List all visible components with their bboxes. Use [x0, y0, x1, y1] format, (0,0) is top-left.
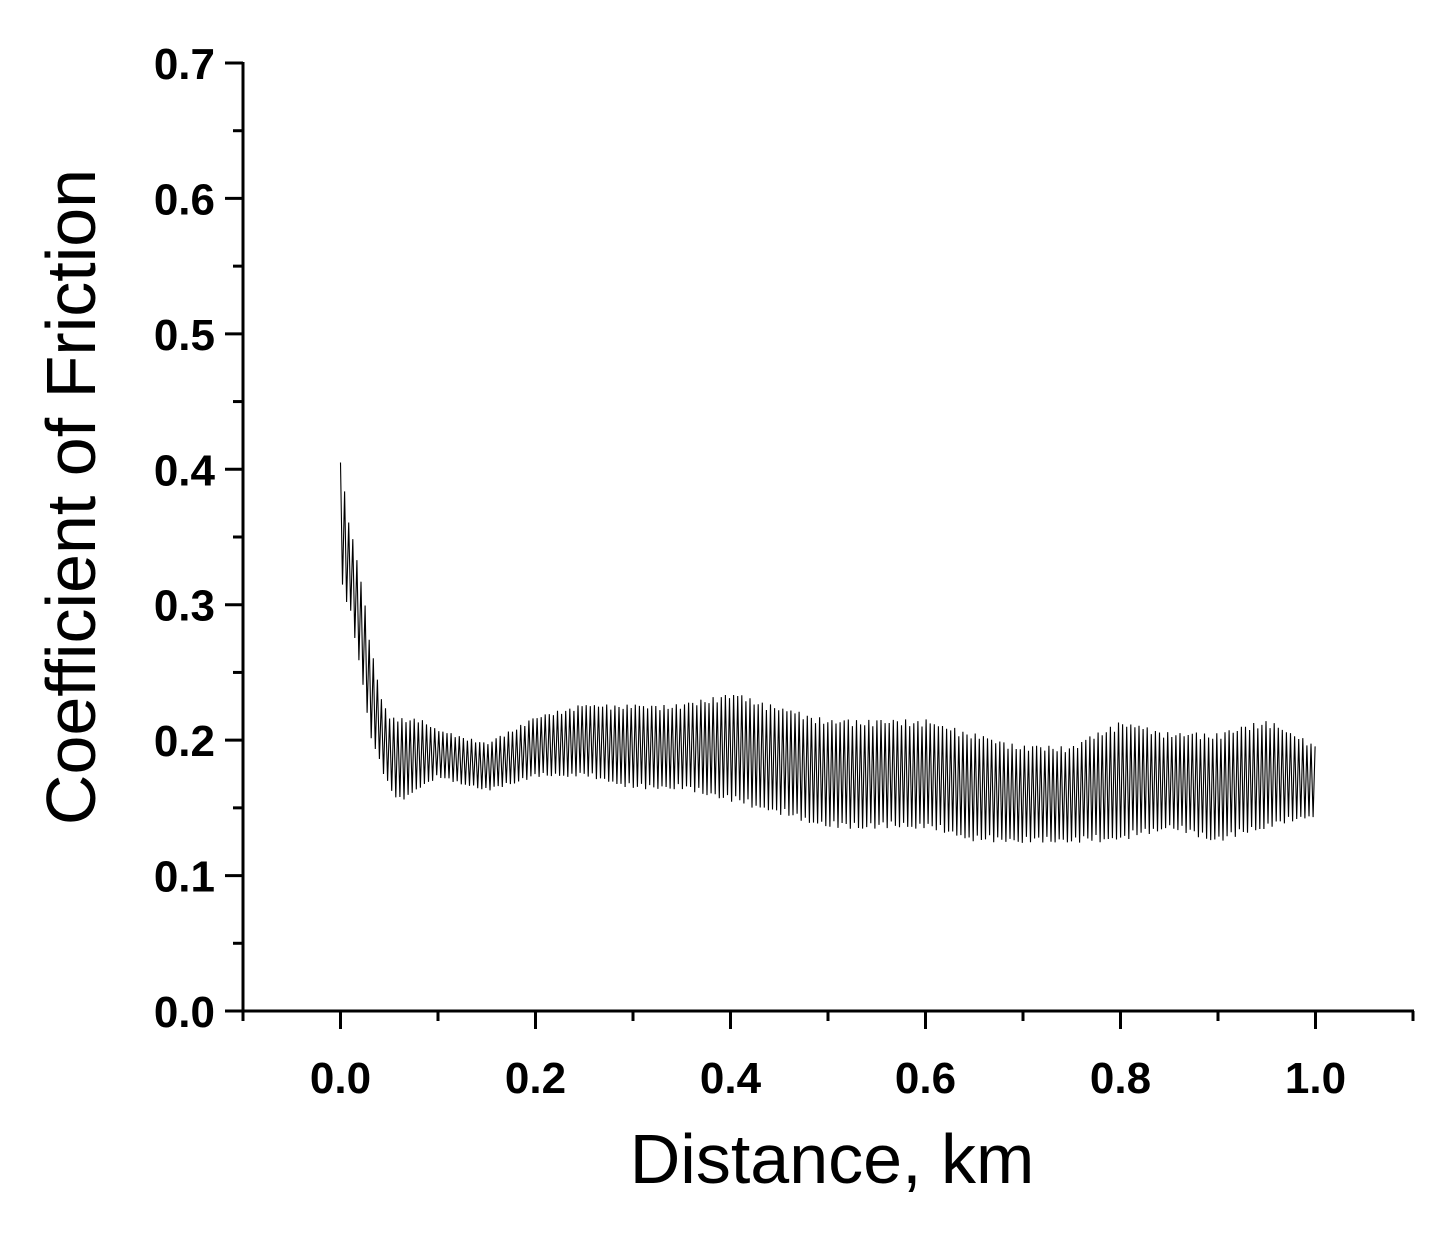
y-axis-title: Coefficient of Friction — [32, 169, 110, 825]
y-tick-label: 0.3 — [154, 582, 215, 631]
y-tick-label: 0.5 — [154, 311, 215, 360]
x-tick-label: 0.6 — [895, 1054, 956, 1103]
y-tick-label: 0.2 — [154, 717, 215, 766]
y-tick-label: 0.0 — [154, 988, 215, 1037]
data-layer — [339, 462, 1316, 843]
x-tick-label: 0.4 — [700, 1054, 762, 1103]
x-tick-label: 0.8 — [1090, 1054, 1151, 1103]
x-tick-label: 0.2 — [505, 1054, 566, 1103]
y-axis-ticks: 0.0 0.1 0.2 0.3 0.4 0.5 0.6 0.7 — [154, 40, 243, 1037]
x-axis-title: Distance, km — [630, 1120, 1035, 1198]
y-tick-label: 0.4 — [154, 446, 216, 495]
y-tick-label: 0.7 — [154, 40, 215, 89]
y-tick-label: 0.6 — [154, 175, 215, 224]
y-tick-label: 0.1 — [154, 853, 215, 902]
x-tick-label: 0.0 — [310, 1054, 371, 1103]
series-line-0 — [339, 462, 1316, 843]
x-tick-label: 1.0 — [1285, 1054, 1346, 1103]
x-axis-ticks: 0.0 0.2 0.4 0.6 0.8 1.0 — [241, 1011, 1415, 1103]
